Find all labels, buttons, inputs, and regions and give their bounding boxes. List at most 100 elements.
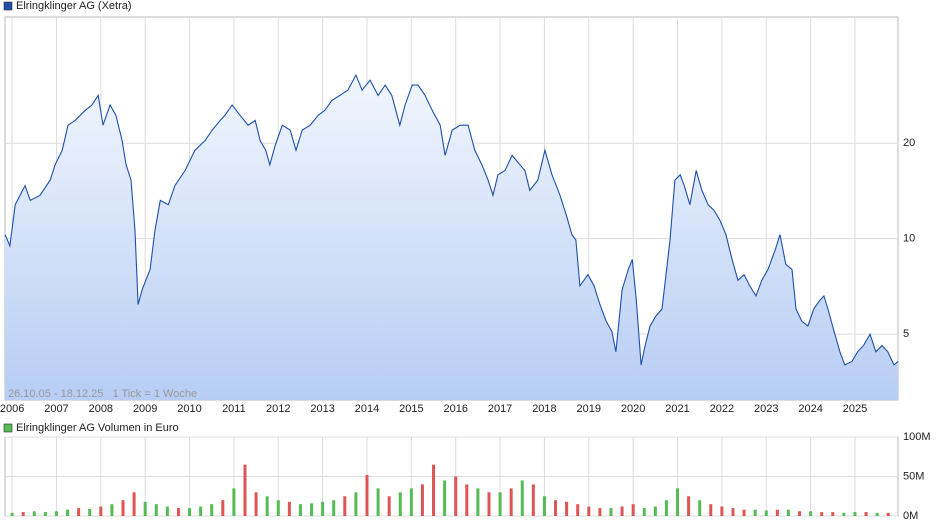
volume-bar — [886, 512, 890, 516]
volume-bar — [176, 508, 180, 516]
volume-bar — [653, 506, 657, 516]
volume-bar — [132, 492, 136, 516]
volume-bar — [121, 500, 125, 516]
legend-swatch — [3, 423, 13, 433]
volume-bar — [498, 492, 502, 516]
volume-bar — [43, 512, 47, 516]
x-tick-label: 2006 — [0, 403, 24, 415]
volume-bar — [21, 512, 25, 516]
y-tick-label: 20 — [903, 137, 915, 149]
volume-bar — [343, 496, 347, 516]
volume-bar — [842, 512, 846, 516]
x-tick-label: 2024 — [798, 403, 822, 415]
x-tick-label: 2017 — [488, 403, 512, 415]
y-tick-label: 50M — [903, 470, 924, 482]
x-tick-label: 2020 — [621, 403, 645, 415]
volume-bar — [620, 506, 624, 516]
volume-bar — [576, 504, 580, 516]
volume-bar — [310, 503, 314, 516]
x-tick-label: 2008 — [89, 403, 113, 415]
volume-bar — [520, 480, 524, 516]
volume-bar — [631, 504, 635, 516]
volume-bar — [609, 508, 613, 516]
x-tick-label: 2014 — [355, 403, 379, 415]
volume-bar — [687, 496, 691, 516]
volume-bar — [753, 509, 757, 516]
y-tick-label: 5 — [903, 328, 909, 340]
legend-label: Elringklinger AG (Xetra) — [16, 0, 132, 12]
volume-bar — [420, 484, 424, 516]
x-tick-label: 2021 — [665, 403, 689, 415]
volume-bar — [476, 488, 480, 516]
volume-bar — [720, 506, 724, 516]
x-tick-label: 2018 — [532, 403, 556, 415]
volume-bar — [110, 504, 114, 516]
volume-bar — [354, 492, 358, 516]
volume-bar — [99, 506, 103, 516]
x-tick-label: 2016 — [443, 403, 467, 415]
volume-bar — [332, 500, 336, 516]
volume-bar — [287, 501, 291, 516]
x-tick-label: 2010 — [177, 403, 201, 415]
volume-bar — [77, 508, 81, 516]
volume-bar — [165, 506, 169, 516]
volume-bar — [88, 508, 92, 516]
legend-label: Elringklinger AG Volumen in Euro — [16, 422, 179, 434]
volume-bar — [199, 506, 203, 516]
volume-bar — [432, 464, 436, 516]
x-tick-label: 2023 — [754, 403, 778, 415]
volume-bar — [454, 476, 458, 516]
volume-bar — [554, 500, 558, 516]
volume-bar — [465, 484, 469, 516]
volume-bar — [66, 509, 70, 516]
y-tick-label: 100M — [903, 431, 931, 443]
volume-bar — [731, 508, 735, 516]
volume-bar — [243, 464, 247, 516]
x-tick-label: 2015 — [399, 403, 423, 415]
volume-bar — [10, 512, 14, 516]
volume-bar — [210, 504, 214, 516]
volume-bar — [276, 500, 280, 516]
volume-bar — [809, 511, 813, 516]
volume-bar — [188, 508, 192, 516]
volume-bar — [676, 488, 680, 516]
volume-bar — [254, 492, 258, 516]
x-tick-label: 2009 — [133, 403, 157, 415]
volume-bar — [387, 496, 391, 516]
volume-bar — [598, 508, 602, 516]
volume-bar — [321, 501, 325, 516]
annotation: 26.10.05 - 18.12.25 1 Tick = 1 Woche — [8, 388, 197, 400]
volume-bar — [786, 509, 790, 516]
volume-bar — [875, 512, 879, 516]
volume-bar — [742, 509, 746, 516]
y-tick-label: 10 — [903, 233, 915, 245]
volume-bar — [531, 484, 535, 516]
volume-bar — [54, 511, 58, 516]
x-tick-label: 2013 — [310, 403, 334, 415]
volume-bar — [831, 512, 835, 516]
volume-bar — [853, 512, 857, 516]
volume-bar — [709, 504, 713, 516]
volume-bar — [443, 480, 447, 516]
volume-bar — [265, 496, 269, 516]
volume-bar — [221, 500, 225, 516]
volume-bar — [664, 500, 668, 516]
volume-bar — [864, 512, 868, 516]
volume-bar — [642, 508, 646, 516]
volume-bar — [509, 488, 513, 516]
volume-bar — [764, 510, 768, 516]
x-tick-label: 2022 — [710, 403, 734, 415]
x-tick-label: 2025 — [843, 403, 867, 415]
volume-bar — [154, 504, 158, 516]
x-tick-label: 2012 — [266, 403, 290, 415]
volume-bar — [820, 512, 824, 516]
x-tick-label: 2007 — [44, 403, 68, 415]
legend-swatch — [3, 1, 13, 11]
volume-bar — [409, 488, 413, 516]
volume-bar — [542, 496, 546, 516]
x-tick-label: 2019 — [577, 403, 601, 415]
volume-bar — [565, 501, 569, 516]
volume-bar — [775, 509, 779, 516]
price-area — [5, 75, 898, 400]
